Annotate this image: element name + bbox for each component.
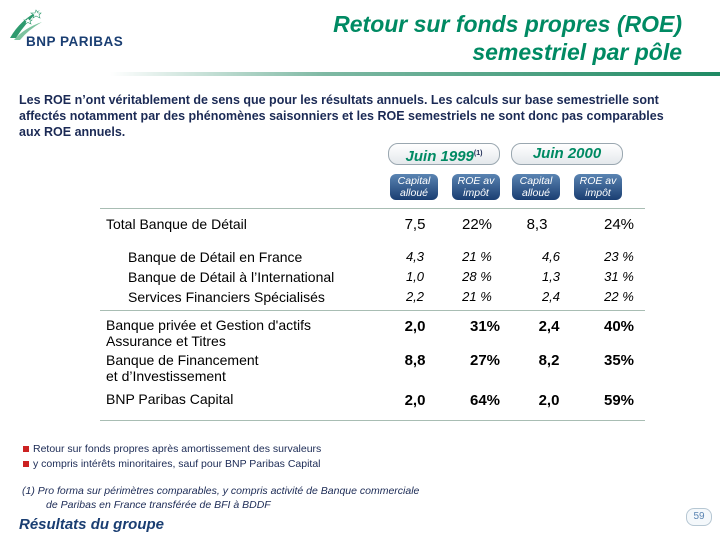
- title-line-1: Retour sur fonds propres (ROE): [333, 11, 682, 37]
- bullet-square-icon: [23, 461, 29, 468]
- row-label-total-retail: Total Banque de Détail: [106, 216, 247, 232]
- investment-banking-roe-2000: 35%: [603, 352, 635, 369]
- table-divider-top: [100, 208, 645, 209]
- private-banking-line-1: Banque privée et Gestion d'actifs: [106, 317, 312, 333]
- period-header-june-2000: Juin 2000: [511, 143, 623, 165]
- private-banking-roe-1999: 31%: [469, 318, 501, 335]
- total-retail-capital-1999: 7,5: [404, 216, 426, 233]
- investment-banking-capital-1999: 8,8: [404, 352, 426, 369]
- total-retail-capital-2000: 8,3: [526, 216, 548, 233]
- bullet-note-2: y compris intérêts minoritaires, sauf po…: [23, 458, 321, 470]
- specialised-roe-1999: 21 %: [462, 289, 492, 304]
- page-number: 59: [686, 508, 712, 526]
- bullet-square-icon: [23, 446, 29, 453]
- sub-header-capital-1999: Capital alloué: [390, 174, 438, 200]
- period-header-june-1999: Juin 1999(1): [388, 143, 500, 165]
- bullet-note-2-text: y compris intérêts minoritaires, sauf po…: [33, 458, 321, 470]
- bullet-note-1: Retour sur fonds propres après amortisse…: [23, 443, 321, 455]
- retail-france-capital-2000: 4,6: [541, 249, 561, 264]
- private-banking-capital-1999: 2,0: [404, 318, 426, 335]
- sub-header-roe-2000: ROE av impôt: [574, 174, 622, 200]
- investment-banking-line-1: Banque de Financement: [106, 352, 259, 368]
- section-title: Résultats du groupe: [19, 516, 165, 533]
- bullet-note-1-text: Retour sur fonds propres après amortisse…: [33, 443, 322, 455]
- row-label-private-banking: Banque privée et Gestion d'actifs Assura…: [106, 317, 311, 349]
- row-label-bnp-paribas-capital: BNP Paribas Capital: [106, 391, 234, 407]
- specialised-capital-2000: 2,4: [541, 289, 561, 304]
- total-retail-roe-2000: 24%: [603, 216, 635, 233]
- retail-france-capital-1999: 4,3: [405, 249, 425, 264]
- footnote-line-1: (1) Pro forma sur périmètres comparables…: [22, 485, 420, 497]
- specialised-roe-2000: 22 %: [604, 289, 634, 304]
- table-divider-bottom: [100, 420, 645, 421]
- row-label-retail-france: Banque de Détail en France: [128, 249, 303, 265]
- bnpp-capital-roe-2000: 59%: [603, 392, 635, 409]
- specialised-capital-1999: 2,2: [405, 289, 425, 304]
- private-banking-roe-2000: 40%: [603, 318, 635, 335]
- period-1-label: Juin 1999: [405, 148, 474, 165]
- footnote-line-2: de Paribas en France transférée de BFI à…: [46, 499, 271, 511]
- company-logo-text: BNP PARIBAS: [26, 34, 124, 49]
- retail-intl-capital-1999: 1,0: [405, 269, 425, 284]
- page-title: Retour sur fonds propres (ROE) semestrie…: [333, 10, 682, 66]
- private-banking-capital-2000: 2,4: [538, 318, 560, 335]
- period-1-note: (1): [473, 150, 483, 157]
- private-banking-line-2: Assurance et Titres: [106, 333, 226, 349]
- retail-intl-roe-2000: 31 %: [604, 269, 634, 284]
- investment-banking-line-2: et d’Investissement: [106, 368, 226, 384]
- bnpp-capital-capital-1999: 2,0: [404, 392, 426, 409]
- row-label-investment-banking: Banque de Financement et d’Investissemen…: [106, 352, 259, 384]
- retail-france-roe-2000: 23 %: [604, 249, 634, 264]
- intro-paragraph: Les ROE n’ont véritablement de sens que …: [19, 93, 664, 139]
- retail-intl-capital-2000: 1,3: [541, 269, 561, 284]
- investment-banking-roe-1999: 27%: [469, 352, 501, 369]
- bnpp-capital-capital-2000: 2,0: [538, 392, 560, 409]
- title-divider: [110, 72, 720, 76]
- bnpp-capital-roe-1999: 64%: [469, 392, 501, 409]
- row-label-retail-international: Banque de Détail à l’International: [128, 269, 335, 285]
- retail-intl-roe-1999: 28 %: [462, 269, 492, 284]
- retail-france-roe-1999: 21 %: [462, 249, 492, 264]
- sub-header-capital-2000: Capital alloué: [512, 174, 560, 200]
- row-label-specialised-services: Services Financiers Spécialisés: [128, 289, 325, 305]
- footnote: (1) Pro forma sur périmètres comparables…: [22, 484, 419, 512]
- sub-header-roe-1999: ROE av impôt: [452, 174, 500, 200]
- total-retail-roe-1999: 22%: [461, 216, 493, 233]
- title-line-2: semestriel par pôle: [472, 39, 682, 65]
- table-divider-middle: [100, 310, 645, 311]
- period-2-label: Juin 2000: [532, 145, 602, 162]
- bnp-logo-stars-icon: [10, 9, 42, 40]
- investment-banking-capital-2000: 8,2: [538, 352, 560, 369]
